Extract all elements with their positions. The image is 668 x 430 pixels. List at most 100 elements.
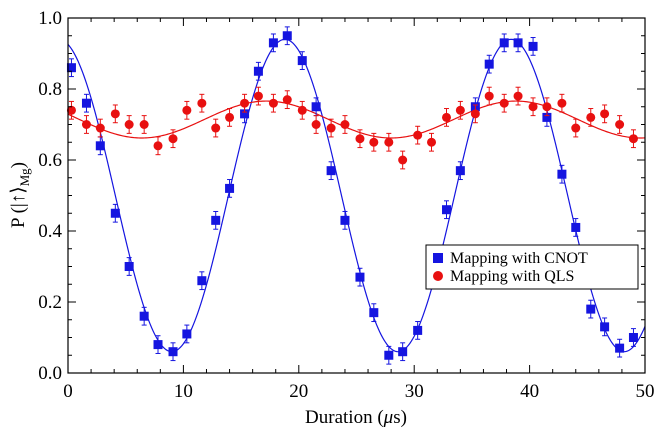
qls-data-point [499, 98, 509, 108]
x-tick-label: 30 [405, 381, 424, 402]
qls-data-point [442, 112, 452, 122]
qls-data-point [470, 109, 480, 119]
axis-ticks [67, 17, 646, 374]
qls-data-point [311, 120, 321, 129]
qls-data-point [557, 98, 567, 108]
qls-data-point [571, 123, 581, 133]
qls-data-point [528, 102, 538, 112]
x-tick-label: 50 [636, 381, 655, 402]
qls-data-point [340, 120, 350, 129]
cnot-data-point [81, 98, 91, 108]
cnot-data-point [66, 63, 76, 73]
cnot-data-point [628, 333, 638, 342]
y-tick-label: 0.0 [38, 363, 62, 384]
cnot-data-point [340, 215, 350, 225]
cnot-data-point [369, 308, 379, 318]
qls-data-point [384, 137, 394, 147]
qls-data-point [211, 123, 221, 133]
qls-data-point [182, 105, 192, 115]
qls-data-point [455, 105, 465, 115]
cnot-data-point [253, 66, 263, 76]
qls-data-point [297, 105, 307, 115]
cnot-data-point [240, 109, 250, 119]
x-tick-label: 10 [174, 381, 193, 402]
cnot-data-point [95, 141, 105, 151]
x-axis-title: Duration (μs) [305, 407, 407, 428]
qls-data-point [124, 120, 134, 129]
cnot-data-point [311, 102, 321, 112]
cnot-data-point [455, 166, 465, 176]
legend-label-qls: Mapping with QLS [450, 268, 574, 285]
cnot-data-point [182, 329, 192, 339]
cnot-data-point [600, 322, 610, 332]
cnot-data-point [326, 166, 336, 176]
data-points [66, 26, 638, 365]
cnot-data-point [413, 325, 423, 335]
qls-data-point [139, 120, 149, 129]
qls-data-point [66, 105, 76, 115]
cnot-data-point [355, 272, 365, 282]
cnot-data-point [110, 208, 120, 218]
qls-data-point [95, 123, 105, 133]
qls-data-point [413, 130, 423, 140]
y-tick-label: 0.6 [38, 150, 62, 171]
qls-data-point [168, 134, 178, 144]
y-tick-label: 1.0 [38, 8, 62, 29]
qls-data-point [355, 134, 365, 144]
axis-tick-labels: 0 10 20 30 40 50 0.0 0.2 0.4 0.6 0.8 1.0 [38, 8, 654, 402]
qls-data-point [253, 91, 263, 101]
qls-data-point [225, 112, 235, 122]
cnot-data-point [484, 59, 494, 69]
cnot-data-point [139, 311, 149, 321]
cnot-data-point [225, 183, 235, 193]
cnot-data-point [557, 169, 567, 179]
cnot-data-point [615, 343, 625, 353]
cnot-data-point [513, 38, 523, 48]
qls-data-point [398, 155, 408, 165]
qls-data-point [615, 120, 625, 129]
cnot-data-point [398, 347, 408, 357]
qls-data-point [600, 109, 610, 119]
qls-data-point [268, 98, 278, 108]
x-tick-label: 40 [520, 381, 539, 402]
qls-data-point [326, 123, 336, 133]
y-tick-label: 0.4 [38, 221, 62, 242]
cnot-data-point [586, 304, 596, 314]
qls-data-point [369, 137, 379, 147]
cnot-data-point [168, 347, 178, 357]
legend-label-cnot: Mapping with CNOT [450, 250, 588, 267]
qls-data-point [153, 141, 163, 151]
qls-data-point [542, 102, 552, 112]
y-tick-label: 0.8 [38, 79, 62, 100]
cnot-data-point [384, 350, 394, 360]
y-axis-title: P (|↑⟩Mg) [8, 162, 32, 228]
legend-marker-qls [433, 271, 443, 281]
qls-data-point [282, 95, 292, 105]
cnot-data-point [528, 41, 538, 51]
cnot-data-point [197, 276, 207, 286]
qls-data-point [197, 98, 207, 108]
cnot-data-point [282, 31, 292, 41]
legend-marker-cnot [433, 253, 443, 263]
cnot-data-point [542, 112, 552, 122]
legend: Mapping with CNOT Mapping with QLS [425, 244, 639, 290]
y-tick-label: 0.2 [38, 292, 62, 313]
qls-data-point [110, 109, 120, 119]
qls-data-point [427, 137, 437, 147]
qls-data-point [81, 120, 91, 129]
cnot-data-point [297, 56, 307, 66]
cnot-data-point [571, 222, 581, 232]
x-tick-label: 20 [289, 381, 308, 402]
cnot-data-point [153, 340, 163, 350]
qls-data-point [240, 98, 250, 108]
qls-data-point [628, 134, 638, 144]
legend-box [425, 244, 639, 290]
qls-data-point [513, 91, 523, 101]
cnot-data-point [499, 38, 509, 48]
cnot-data-point [124, 262, 134, 271]
x-tick-label: 0 [63, 381, 73, 402]
qls-data-point [484, 91, 494, 101]
cnot-data-point [268, 38, 278, 48]
